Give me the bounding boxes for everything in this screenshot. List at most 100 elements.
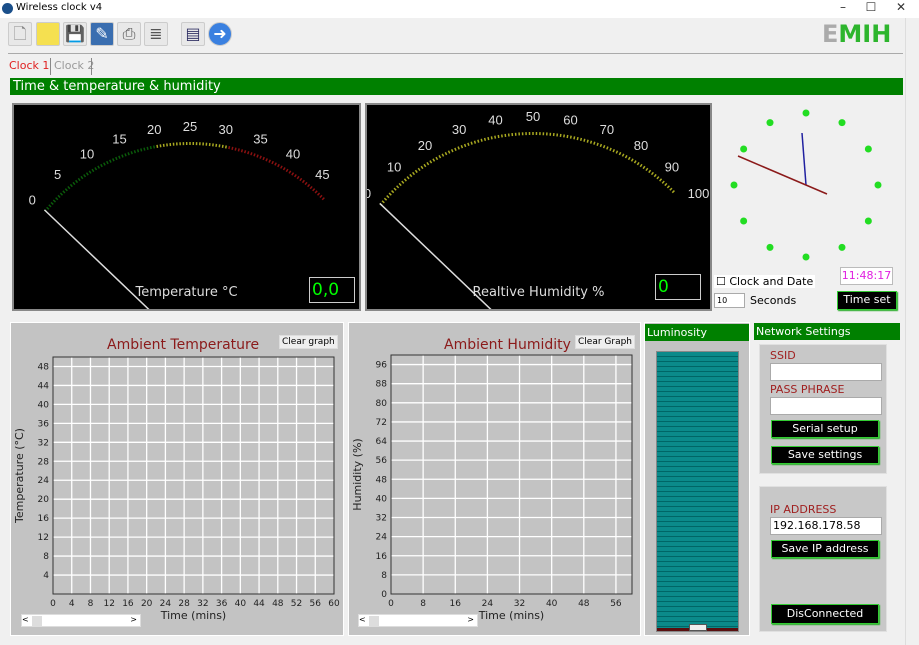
minimize-button[interactable]: –	[840, 0, 846, 14]
gauge-tick	[136, 149, 140, 153]
save-settings-button[interactable]: Save settings	[771, 446, 879, 464]
gauge-tick	[666, 185, 670, 189]
gauge-tick	[109, 159, 112, 163]
gauge-tick	[494, 135, 497, 139]
gauge-tick	[586, 139, 589, 143]
gauge-tick	[477, 139, 480, 143]
gauge-tick	[661, 180, 665, 184]
gauge-tick	[406, 176, 410, 180]
connection-status-button[interactable]: DisConnected	[771, 604, 879, 624]
gauge-tick	[106, 160, 109, 165]
gauge-tick	[447, 150, 451, 154]
document-icon[interactable]: ▤	[181, 22, 205, 46]
gauge-tick	[288, 170, 292, 174]
y-tick-label: 32	[376, 514, 387, 524]
seconds-input[interactable]: 10	[714, 293, 745, 308]
gauge-tick	[409, 173, 413, 178]
pass-phrase-input[interactable]	[770, 397, 882, 415]
gauge-tick	[256, 154, 259, 158]
clock-and-date-checkbox[interactable]: ☐ Clock and Date	[714, 275, 816, 288]
gauge-tick	[669, 187, 673, 191]
luminosity-bar	[656, 351, 739, 632]
gauge-tick-label: 50	[526, 109, 540, 124]
clock-hour-dot	[730, 181, 738, 189]
humidity-graph-scrollbar[interactable]: < >	[358, 614, 478, 627]
save-ip-address-button[interactable]: Save IP address	[771, 540, 879, 558]
edit-icon[interactable]: ✎	[90, 22, 114, 46]
gauge-tick	[274, 162, 277, 166]
gauge-tick	[642, 165, 646, 170]
tab-divider	[50, 58, 51, 75]
gauge-tick	[627, 156, 631, 161]
x-tick-label: 0	[50, 599, 56, 609]
clock-hour-dot	[766, 243, 774, 251]
gauge-tick	[146, 146, 149, 150]
gauge-tick-label: 25	[183, 119, 197, 134]
humidity-value-display: 0	[655, 274, 701, 300]
gauge-needle	[43, 209, 150, 309]
gauge-tick	[301, 179, 305, 184]
ip-address-input[interactable]: 192.168.178.58	[770, 517, 882, 535]
x-tick-label: 8	[420, 599, 426, 609]
gauge-tick	[429, 160, 433, 164]
forward-arrow-icon[interactable]: ➜	[208, 22, 232, 46]
gauge-tick	[262, 156, 265, 161]
vertical-scrollbar[interactable]	[905, 18, 919, 645]
save-icon[interactable]: 💾	[63, 22, 87, 46]
gauge-tick	[237, 148, 240, 152]
gauge-tick	[467, 142, 470, 146]
gauge-tick	[432, 158, 436, 162]
x-tick-label: 36	[216, 599, 228, 609]
gauge-tick	[55, 197, 59, 201]
y-tick-label: 8	[43, 552, 49, 562]
tab-clock-1[interactable]: Clock 1	[9, 59, 50, 72]
gauge-tick	[64, 188, 68, 192]
ssid-input[interactable]	[770, 363, 882, 381]
luminosity-slider-thumb[interactable]	[689, 624, 707, 631]
humidity-gauge-label: Realtive Humidity %	[472, 285, 605, 300]
list-icon[interactable]: ≣	[144, 22, 168, 46]
gauge-tick-label: 30	[219, 122, 233, 137]
new-file-icon[interactable]: 🗋	[8, 22, 32, 46]
x-tick-label: 56	[310, 599, 322, 609]
serial-setup-button[interactable]: Serial setup	[771, 420, 879, 438]
tab-divider	[91, 58, 92, 75]
temperature-graph-scrollbar[interactable]: < >	[21, 614, 141, 627]
clear-humidity-graph-button[interactable]: Clear Graph	[575, 335, 636, 349]
x-tick-label: 52	[291, 599, 302, 609]
y-tick-label: 32	[38, 438, 49, 448]
plot-area	[52, 356, 335, 595]
clear-temperature-graph-button[interactable]: Clear graph	[279, 335, 338, 349]
gauge-tick	[606, 146, 609, 150]
gauge-tick	[630, 158, 634, 162]
gauge-tick	[393, 187, 397, 191]
gauge-tick-label: 0	[29, 193, 36, 208]
gauge-tick	[656, 176, 660, 180]
luminosity-title: Luminosity	[645, 324, 749, 341]
gauge-tick	[85, 172, 89, 176]
gauge-tick	[450, 148, 454, 153]
gauge-tick	[454, 147, 457, 151]
y-tick-label: 88	[376, 380, 388, 390]
x-tick-label: 40	[235, 599, 247, 609]
humidity-graph-panel: Ambient Humidity Clear Graph 0 8 16 24 32 40 4…	[348, 322, 641, 636]
gauge-tick	[609, 147, 612, 151]
print-icon[interactable]: ⎙	[117, 22, 141, 46]
gauge-tick	[59, 192, 64, 196]
close-button[interactable]: ✕	[895, 0, 907, 14]
clock-hour-dot	[864, 217, 872, 225]
gauge-tick	[490, 136, 493, 140]
time-set-button[interactable]: Time set	[837, 291, 897, 310]
gauge-tick	[48, 204, 52, 208]
maximize-button[interactable]: ☐	[865, 0, 877, 14]
gauge-tick	[153, 145, 156, 149]
gauge-tick	[391, 190, 395, 194]
gauge-tick	[321, 197, 325, 201]
gauge-tick	[653, 173, 657, 178]
humidity-chart: 0 8 16 24 32 40 48 56 0 8 16 24 32 40 48 56 64 72 80 88 96 Ti…	[351, 354, 633, 622]
gauge-tick	[569, 135, 572, 139]
tab-clock-2[interactable]: Clock 2	[54, 59, 95, 72]
open-folder-icon[interactable]	[36, 22, 60, 46]
gauge-tick	[435, 156, 439, 161]
gauge-tick	[633, 160, 637, 164]
